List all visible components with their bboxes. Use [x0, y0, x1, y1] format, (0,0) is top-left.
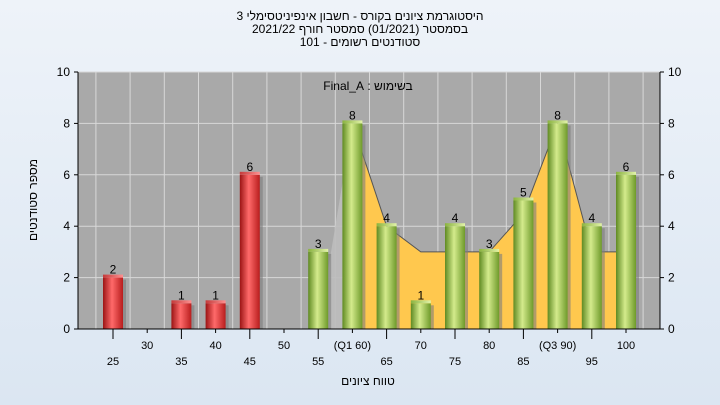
data-label: 1 — [417, 288, 424, 302]
bar — [547, 123, 568, 330]
bar — [171, 303, 192, 329]
bar-top — [479, 248, 500, 252]
data-label: 4 — [452, 211, 459, 225]
x-category-label: (Q3 90) — [539, 340, 576, 352]
data-label: 6 — [246, 160, 253, 174]
data-label: 2 — [110, 263, 117, 277]
bar — [342, 123, 363, 330]
x-category-label: 65 — [380, 356, 392, 368]
x-category-label: 25 — [107, 356, 119, 368]
data-label: 4 — [383, 211, 390, 225]
data-label: 8 — [554, 108, 561, 122]
data-label: 5 — [520, 186, 527, 200]
data-label: 3 — [315, 237, 322, 251]
chart-subtitle: בשימוש : Final_A — [323, 79, 412, 93]
bar — [581, 226, 602, 329]
bar-top — [513, 197, 534, 201]
x-category-label: 95 — [586, 356, 598, 368]
bar — [376, 226, 397, 329]
y-tick-label: 2 — [63, 271, 70, 285]
x-category-label: 85 — [517, 356, 529, 368]
y-tick-label: 0 — [63, 322, 70, 336]
y-tick-label: 4 — [63, 219, 70, 233]
bar — [445, 226, 465, 329]
x-category-label: 80 — [483, 340, 495, 352]
bar-top — [376, 223, 397, 227]
bar — [205, 303, 226, 329]
bar — [308, 251, 329, 329]
y-tick-label: 10 — [57, 65, 71, 79]
y-tick-label-right: 6 — [668, 168, 675, 182]
bar-top — [445, 223, 465, 227]
x-category-label: 40 — [209, 340, 221, 352]
data-label: 1 — [178, 288, 185, 302]
bar-top — [342, 120, 363, 124]
y-tick-label-right: 4 — [668, 219, 675, 233]
y-tick-label-right: 8 — [668, 116, 675, 130]
bar-top — [103, 274, 123, 278]
x-category-label: (Q1 60) — [334, 340, 371, 352]
bar — [410, 303, 431, 329]
bar-top — [171, 300, 192, 304]
x-category-label: 70 — [415, 340, 427, 352]
y-axis-title: מספר סטודנטים — [26, 159, 40, 241]
y-tick-label-right: 10 — [668, 65, 682, 79]
bar-top — [410, 300, 431, 304]
x-axis-title: טווח ציונים — [341, 374, 395, 388]
x-category-label: 30 — [141, 340, 153, 352]
chart-title: היסטוגרמת ציונים בקורס - חשבון אינפיניטס… — [0, 10, 720, 49]
data-label: 6 — [623, 160, 630, 174]
x-category-label: 35 — [175, 356, 187, 368]
data-label: 3 — [486, 237, 493, 251]
bar-top — [308, 248, 329, 252]
bar-top — [205, 300, 226, 304]
bar-top — [616, 171, 636, 175]
x-category-label: 75 — [449, 356, 461, 368]
bar-top — [239, 171, 260, 175]
y-tick-label-right: 2 — [668, 271, 675, 285]
y-tick-label: 8 — [63, 116, 70, 130]
bar-top — [547, 120, 568, 124]
y-tick-label: 6 — [63, 168, 70, 182]
title-line-3: סטודנטים רשומים - 101 — [299, 35, 421, 49]
data-label: 8 — [349, 108, 356, 122]
bar — [479, 251, 500, 329]
bar — [616, 174, 636, 329]
x-category-label: 100 — [617, 340, 635, 352]
data-label: 4 — [588, 211, 595, 225]
bar — [513, 200, 534, 329]
x-category-label: 55 — [312, 356, 324, 368]
x-category-label: 45 — [244, 356, 256, 368]
bar — [103, 277, 123, 329]
x-category-label: 50 — [278, 340, 290, 352]
title-line-1: היסטוגרמת ציונים בקורס - חשבון אינפיניטס… — [236, 9, 484, 23]
title-line-2: בסמסטר (01/2021) סמסטר חורף 2021/22 — [251, 22, 469, 36]
bar — [239, 174, 260, 329]
bar-top — [581, 223, 602, 227]
data-label: 1 — [212, 288, 219, 302]
y-tick-label-right: 0 — [668, 322, 675, 336]
